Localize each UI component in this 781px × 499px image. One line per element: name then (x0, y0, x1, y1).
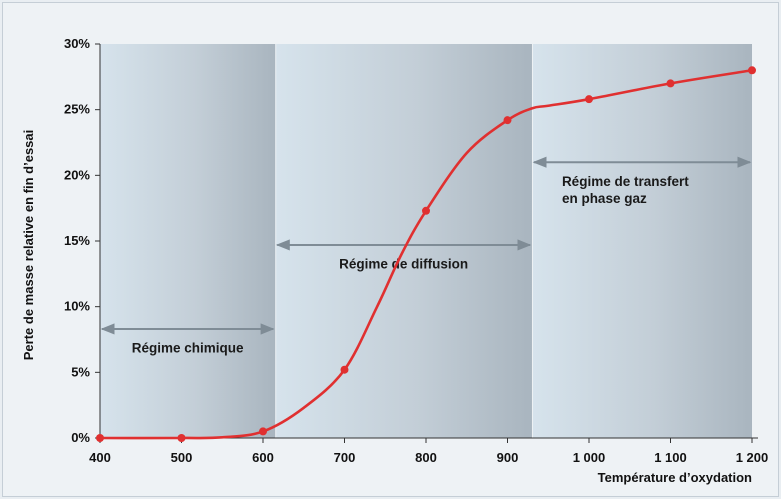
regime-panel (276, 44, 532, 438)
y-tick-label: 30% (64, 36, 90, 51)
y-tick-label: 0% (71, 430, 90, 445)
data-point (422, 206, 430, 215)
x-tick-label: 1 200 (736, 450, 769, 465)
x-tick-label: 600 (252, 450, 274, 465)
y-tick-label: 20% (64, 167, 90, 182)
data-point (96, 434, 104, 442)
x-tick-label: 500 (171, 450, 193, 465)
x-tick-label: 800 (415, 450, 437, 465)
series-line (99, 68, 753, 440)
x-tick-label: 900 (497, 450, 519, 465)
data-point (748, 66, 756, 75)
regime-label: Régime chimique (132, 341, 244, 356)
regime-label: Régime de diffusion (339, 257, 468, 272)
y-tick-label: 15% (64, 233, 90, 248)
y-axis-title: Perte de masse relative en fin d’essai (21, 130, 36, 361)
data-point (585, 95, 593, 104)
data-point (177, 434, 186, 442)
x-tick-label: 1 000 (573, 450, 606, 465)
x-tick-label: 1 100 (654, 450, 687, 465)
regime-panel (532, 44, 752, 438)
data-point (503, 116, 512, 125)
regime-panel (100, 44, 276, 438)
data-point (666, 79, 675, 88)
x-axis-title: Température d’oxydation (598, 470, 752, 485)
y-tick-label: 25% (64, 102, 90, 117)
data-point (340, 365, 349, 374)
x-tick-label: 700 (334, 450, 356, 465)
regime-label: Régime de transfert en phase gaz (562, 174, 689, 206)
data-point (259, 427, 267, 436)
y-tick-label: 5% (71, 364, 90, 379)
y-tick-label: 10% (64, 299, 90, 314)
x-tick-label: 400 (89, 450, 111, 465)
